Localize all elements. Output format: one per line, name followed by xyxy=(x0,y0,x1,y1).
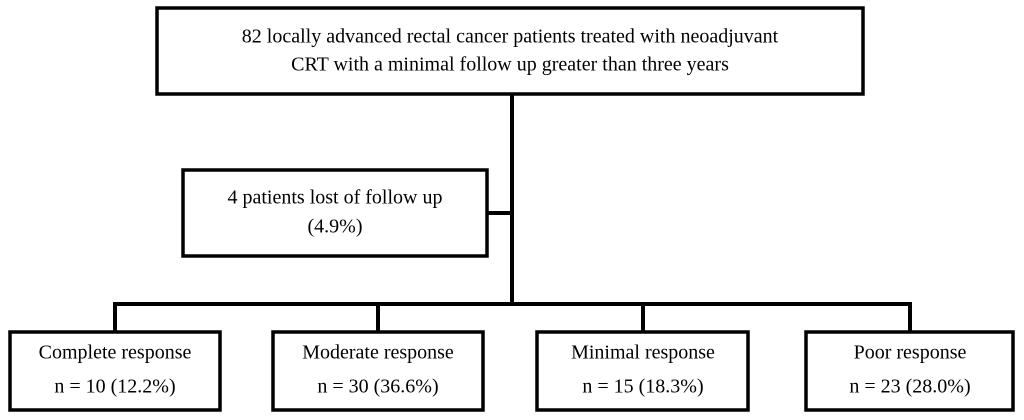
node-text: n = 15 (18.3%) xyxy=(582,376,703,398)
node-text: 4 patients lost of follow up xyxy=(228,187,443,209)
node-text: n = 10 (12.2%) xyxy=(54,376,175,398)
node-text: Minimal response xyxy=(571,342,715,364)
box xyxy=(181,168,489,258)
node-text: Moderate response xyxy=(302,342,454,364)
box xyxy=(535,330,750,412)
box xyxy=(8,330,222,412)
node-text: CRT with a minimal follow up greater tha… xyxy=(291,54,729,76)
node-text: Poor response xyxy=(854,342,967,364)
box xyxy=(271,330,485,412)
node-text: (4.9%) xyxy=(308,216,363,238)
box xyxy=(804,330,1015,412)
node-text: Complete response xyxy=(39,342,192,364)
node-text: n = 23 (28.0%) xyxy=(849,376,970,398)
node-text: n = 30 (36.6%) xyxy=(317,376,438,398)
node-text: 82 locally advanced rectal cancer patien… xyxy=(242,26,779,48)
box xyxy=(155,6,865,96)
